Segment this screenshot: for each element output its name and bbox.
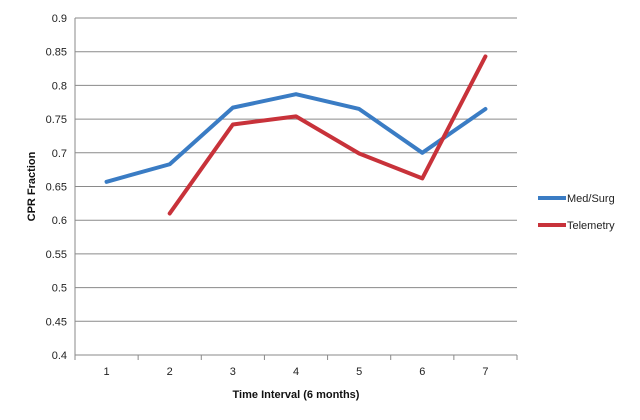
legend-label: Telemetry bbox=[567, 220, 615, 232]
y-tick-label: 0.8 bbox=[52, 80, 67, 92]
x-tick-label: 2 bbox=[167, 366, 173, 378]
x-axis-title: Time Interval (6 months) bbox=[233, 389, 360, 401]
y-tick-label: 0.75 bbox=[46, 114, 67, 126]
x-tick-label: 1 bbox=[104, 366, 110, 378]
x-tick-label: 7 bbox=[482, 366, 488, 378]
x-tick-label: 5 bbox=[356, 366, 362, 378]
y-axis-title: CPR Fraction bbox=[26, 151, 38, 221]
x-tick-label: 6 bbox=[419, 366, 425, 378]
y-tick-label: 0.7 bbox=[52, 148, 67, 160]
series-line-telemetry bbox=[167, 54, 488, 216]
y-tick-label: 0.9 bbox=[52, 13, 67, 25]
series-line-med-surg bbox=[104, 92, 488, 184]
y-tick-label: 0.85 bbox=[46, 47, 67, 59]
gridlines bbox=[75, 17, 517, 356]
y-tick-label: 0.55 bbox=[46, 249, 67, 261]
x-tick-label: 3 bbox=[230, 366, 236, 378]
y-tick-label: 0.65 bbox=[46, 182, 67, 194]
series-lines bbox=[104, 54, 488, 216]
x-tick-label: 4 bbox=[293, 366, 299, 378]
y-tick-label: 0.4 bbox=[52, 350, 67, 362]
legend-label: Med/Surg bbox=[567, 193, 615, 205]
y-tick-label: 0.6 bbox=[52, 215, 67, 227]
y-tick-label: 0.5 bbox=[52, 283, 67, 295]
legend: Med/Surg Telemetry bbox=[538, 193, 615, 232]
axes: 0.4 0.45 0.5 0.55 0.6 0.65 0.7 0.75 0.8 0.85 0.9 1 2… bbox=[46, 13, 518, 378]
y-tick-label: 0.45 bbox=[46, 316, 67, 328]
